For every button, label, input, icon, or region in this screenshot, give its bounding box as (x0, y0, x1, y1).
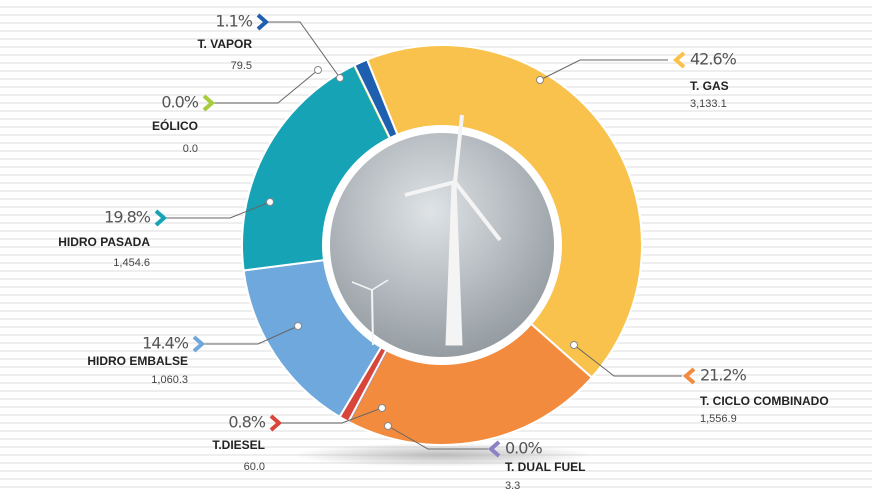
center-image (330, 133, 554, 357)
label-dot (536, 76, 544, 84)
chevron (672, 51, 686, 69)
category-label: T. VAPOR (198, 37, 253, 51)
amount-label: 3.3 (505, 480, 520, 491)
leader-line (203, 325, 299, 345)
chevron (192, 335, 206, 353)
chevron (269, 414, 283, 432)
percent-label: 0.0% (161, 93, 198, 112)
label-dot (570, 341, 578, 349)
percent-label: 14.4% (142, 334, 189, 353)
label-dot (336, 74, 344, 82)
chevron (487, 440, 501, 458)
label-dot (314, 66, 322, 74)
amount-label: 79.5 (231, 60, 252, 72)
leader-line (573, 344, 682, 377)
leader-line (212, 69, 319, 104)
amount-label: 3,133.1 (690, 98, 727, 110)
amount-label: 0.0 (183, 143, 198, 155)
label-dot (266, 198, 274, 206)
percent-label: 0.0% (505, 439, 542, 458)
amount-label: 1,060.3 (151, 374, 188, 386)
percent-label: 21.2% (700, 366, 747, 385)
category-label: T.DIESEL (212, 438, 265, 452)
category-label: T. DUAL FUEL (505, 460, 585, 474)
label-dot (294, 322, 302, 330)
category-label: HIDRO EMBALSE (87, 354, 188, 368)
chevron (202, 94, 216, 112)
leader-line (166, 201, 271, 219)
amount-label: 1,556.9 (700, 413, 737, 425)
label-dot (378, 404, 386, 412)
shadow (292, 443, 592, 467)
percent-label: 19.8% (104, 208, 151, 227)
amount-label: 60.0 (244, 461, 265, 473)
label-dot (384, 422, 392, 430)
percent-label: 0.8% (228, 413, 265, 432)
category-label: T. CICLO COMBINADO (700, 394, 829, 408)
category-label: T. GAS (690, 79, 729, 93)
amount-label: 1,454.6 (113, 257, 150, 269)
percent-label: 42.6% (690, 50, 737, 69)
percent-label: 1.1% (215, 12, 252, 31)
chevron (154, 209, 168, 227)
category-label: EÓLICO (152, 118, 198, 133)
leader-line (280, 407, 383, 424)
turbine (351, 114, 502, 346)
leader-line (267, 21, 341, 79)
leader-line (539, 59, 668, 81)
chevron (256, 13, 270, 31)
chevron (682, 367, 696, 385)
category-label: HIDRO PASADA (58, 235, 150, 249)
leader-line (387, 425, 488, 450)
